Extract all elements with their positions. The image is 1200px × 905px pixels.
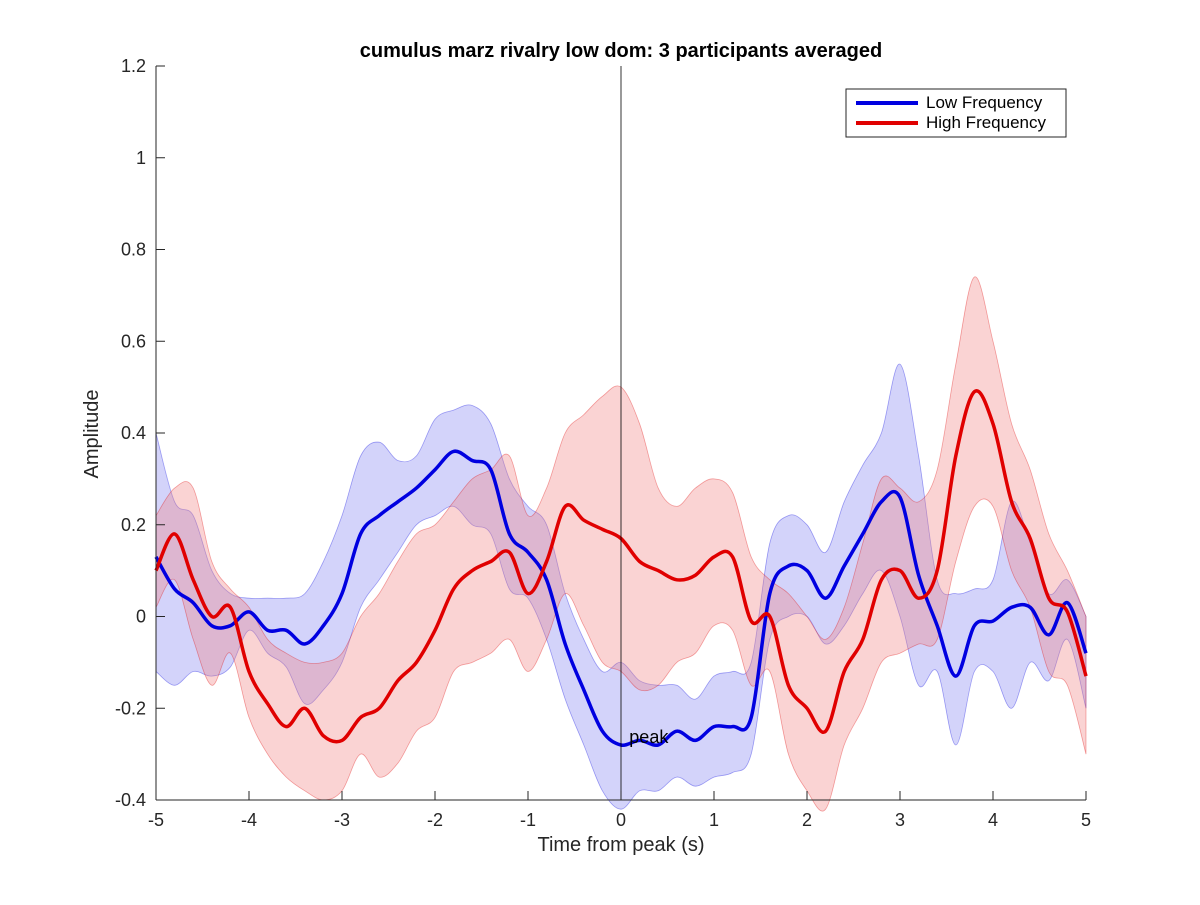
x-tick-label: -4 [241, 810, 257, 830]
y-tick-label: -0.4 [115, 790, 146, 810]
series-line-high-frequency [154, 389, 1088, 744]
legend-box [845, 88, 1067, 138]
axes: -5 -4 -3 -2 -1 0 1 2 3 4 5 -0.4 -0.2 0 0.2 0.4 0.6 0.8 1 1… [115, 56, 1091, 830]
legend[interactable]: Low Frequency High Frequency [845, 88, 1067, 138]
y-tick-label: 0.4 [121, 423, 146, 443]
y-tick-label: 1.2 [121, 56, 146, 76]
legend-label-low-frequency: Low Frequency [926, 93, 1043, 112]
y-ticks: -0.4 -0.2 0 0.2 0.4 0.6 0.8 1 1.2 [115, 56, 165, 810]
y-tick-label: 0.2 [121, 515, 146, 535]
confidence-band-low-frequency [155, 363, 1087, 810]
chart-title: cumulus marz rivalry low dom: 3 particip… [360, 40, 882, 62]
x-tick-label: 3 [895, 810, 905, 830]
x-tick-label: 0 [616, 810, 626, 830]
y-tick-label: 0 [136, 607, 146, 627]
x-tick-label: -3 [334, 810, 350, 830]
y-tick-label: -0.2 [115, 698, 146, 718]
x-ticks: -5 -4 -3 -2 -1 0 1 2 3 4 5 [148, 791, 1091, 830]
series-line-low-frequency [154, 449, 1088, 747]
x-tick-label: -5 [148, 810, 164, 830]
x-tick-label: -1 [520, 810, 536, 830]
x-tick-label: 1 [709, 810, 719, 830]
peak-annotation: peak [629, 727, 669, 747]
y-axis-label: Amplitude [81, 390, 103, 479]
x-tick-label: 5 [1081, 810, 1091, 830]
series-lines [154, 389, 1088, 747]
y-tick-label: 0.6 [121, 331, 146, 351]
legend-label-high-frequency: High Frequency [926, 113, 1047, 132]
x-tick-label: 2 [802, 810, 812, 830]
x-axis-label: Time from peak (s) [537, 834, 704, 856]
y-tick-label: 0.8 [121, 240, 146, 260]
x-tick-label: 4 [988, 810, 998, 830]
x-tick-label: -2 [427, 810, 443, 830]
y-tick-label: 1 [136, 148, 146, 168]
